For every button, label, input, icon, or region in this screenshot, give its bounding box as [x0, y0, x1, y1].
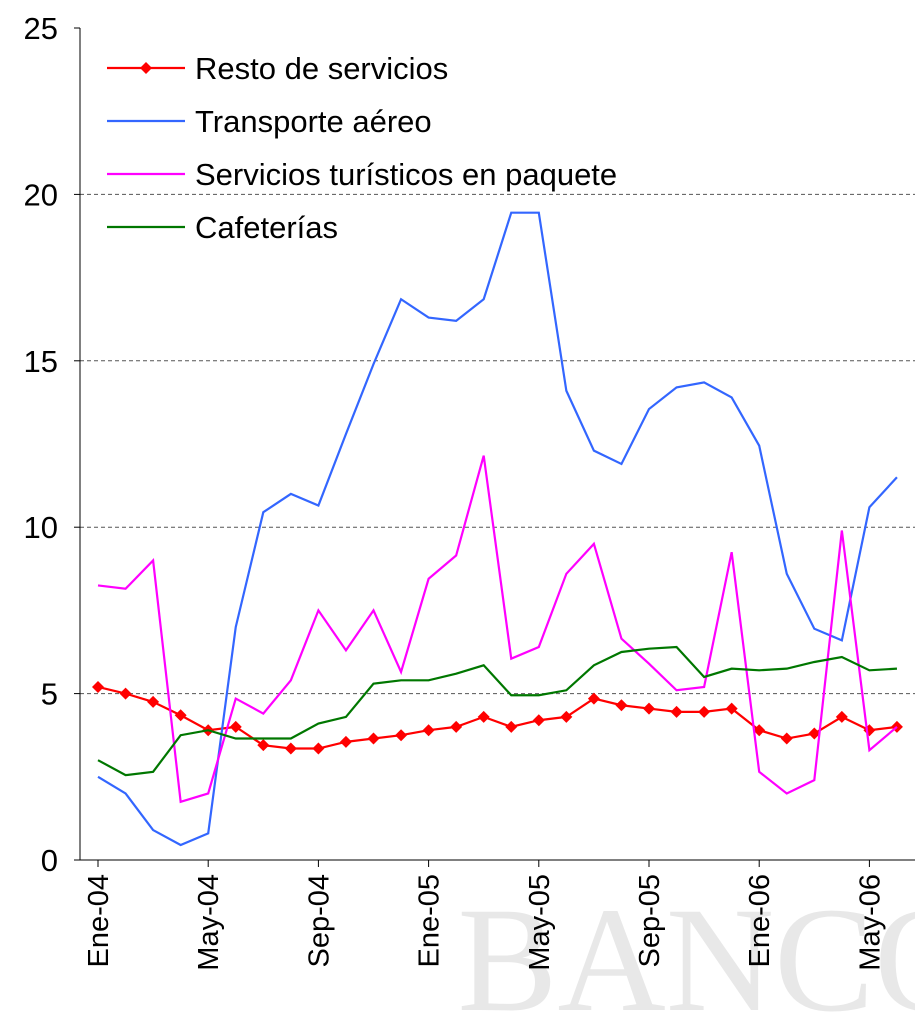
legend-label: Resto de servicios [195, 51, 448, 86]
legend-label: Servicios turísticos en paquete [195, 157, 617, 192]
point-marker [505, 721, 517, 733]
point-marker [671, 706, 683, 718]
y-tick-label: 0 [41, 843, 58, 878]
point-marker [698, 706, 710, 718]
y-tick-label: 15 [24, 344, 58, 379]
x-tick-label: Ene-05 [414, 874, 446, 968]
point-marker [147, 696, 159, 708]
x-tick-label: Ene-04 [83, 874, 115, 968]
point-marker [395, 729, 407, 741]
chart: BANCO 0510152025Ene-04May-04Sep-04Ene-05… [0, 0, 915, 1025]
point-marker [368, 733, 380, 745]
legend-label: Transporte aéreo [195, 104, 432, 139]
point-marker [92, 681, 104, 693]
y-tick-label: 20 [24, 177, 58, 212]
point-marker [450, 721, 462, 733]
point-marker [560, 711, 572, 723]
point-marker [836, 711, 848, 723]
point-marker [120, 688, 132, 700]
y-tick-label: 5 [41, 677, 58, 712]
point-marker [615, 699, 627, 711]
y-tick-label: 25 [24, 11, 58, 46]
point-marker [340, 736, 352, 748]
point-marker [257, 739, 269, 751]
x-tick-label: Sep-04 [303, 874, 335, 968]
series-line [98, 687, 897, 749]
y-tick-label: 10 [24, 510, 58, 545]
x-tick-label: May-05 [524, 874, 556, 971]
series-line [98, 213, 897, 845]
point-marker [312, 743, 324, 755]
point-marker [423, 724, 435, 736]
legend-label: Cafeterías [195, 210, 338, 245]
point-marker [588, 693, 600, 705]
point-marker [863, 724, 875, 736]
x-tick-label: Sep-05 [634, 874, 666, 968]
series-line [98, 456, 897, 802]
x-tick-label: May-06 [854, 874, 886, 971]
point-marker [285, 743, 297, 755]
point-marker [533, 714, 545, 726]
x-tick-label: May-04 [193, 874, 225, 971]
point-marker [781, 733, 793, 745]
legend-marker [140, 62, 152, 74]
point-marker [643, 703, 655, 715]
point-marker [478, 711, 490, 723]
x-tick-label: Ene-06 [744, 874, 776, 968]
point-marker [230, 721, 242, 733]
point-marker [175, 709, 187, 721]
